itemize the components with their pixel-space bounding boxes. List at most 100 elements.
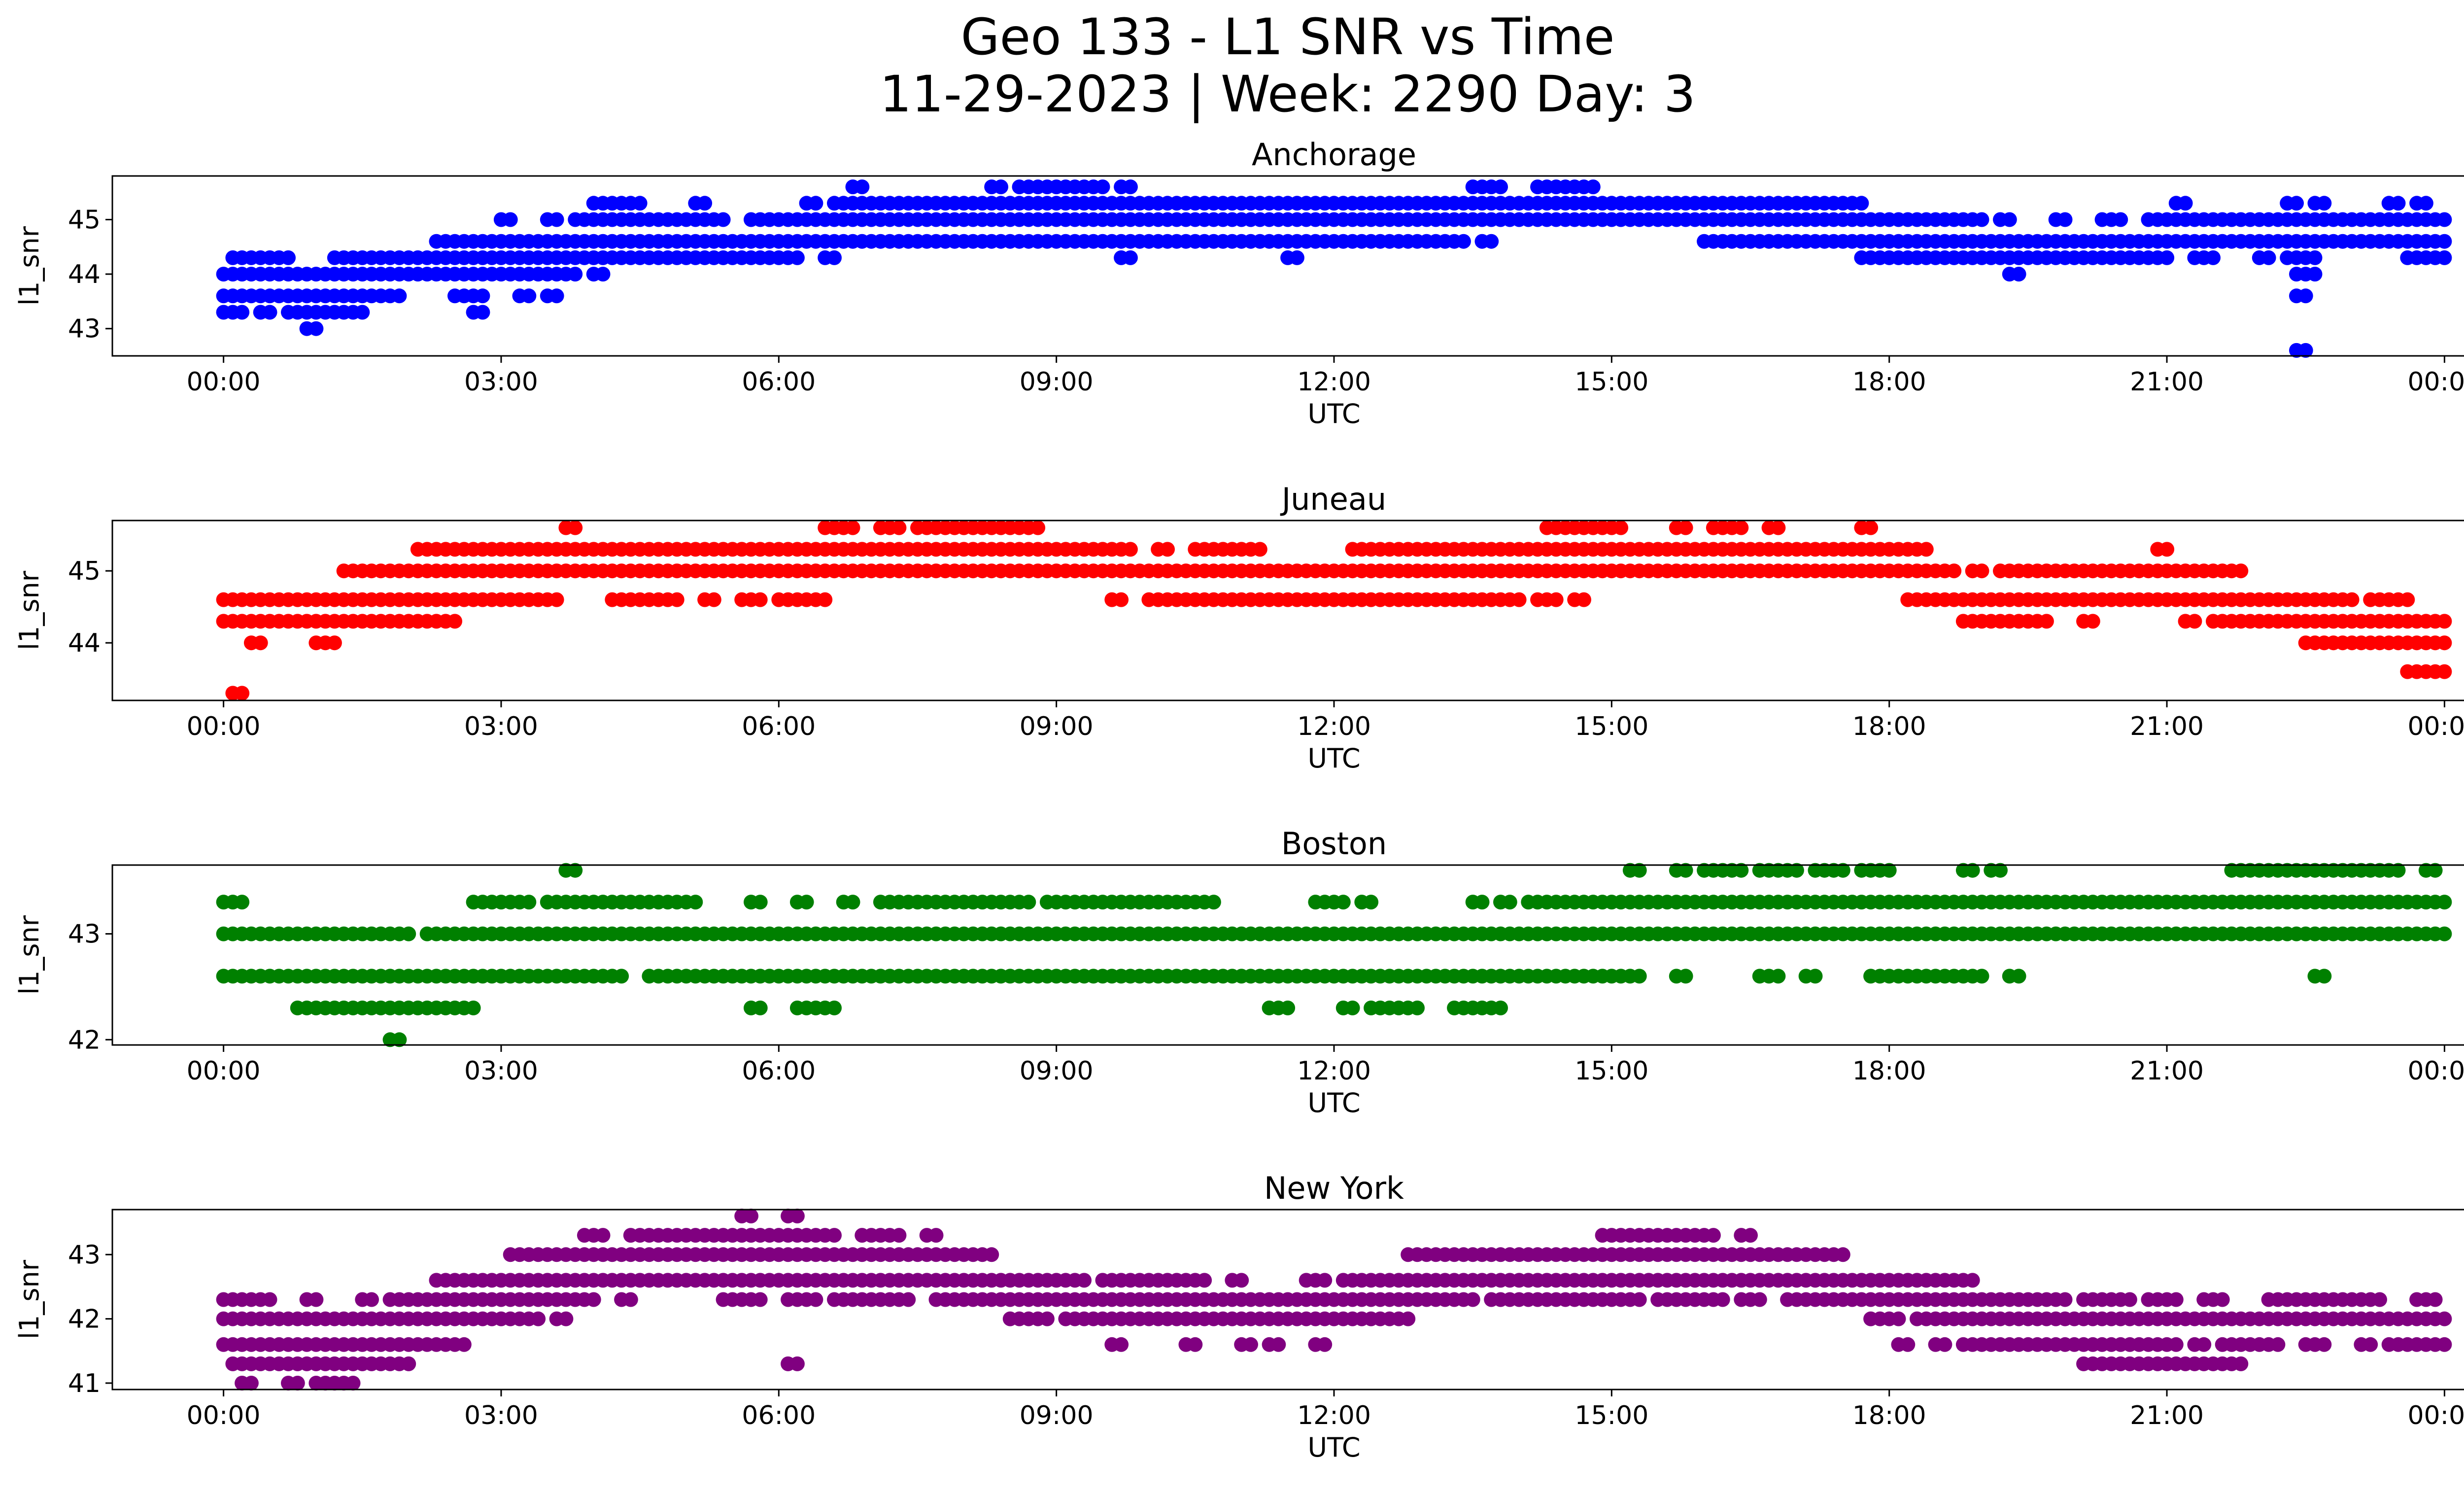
data-point <box>1364 895 1379 910</box>
x-tick-label: 21:00 <box>2130 1056 2204 1086</box>
data-point <box>2057 1292 2073 1307</box>
x-tick-label: 18:00 <box>1852 1401 1926 1430</box>
data-point <box>1465 1292 1480 1307</box>
data-point <box>1789 863 1804 878</box>
data-point <box>2437 635 2452 651</box>
y-axis-label: l1_snr <box>14 570 45 650</box>
data-point <box>2011 969 2026 984</box>
data-point <box>345 1376 361 1391</box>
data-point <box>1715 1292 1730 1307</box>
data-point <box>827 1000 842 1015</box>
y-tick-label: 43 <box>68 314 101 344</box>
data-point <box>789 1356 805 1371</box>
data-point <box>2085 614 2100 629</box>
data-point <box>595 267 611 282</box>
data-point <box>891 1228 907 1243</box>
data-point <box>327 635 342 651</box>
y-tick-label: 45 <box>68 556 101 586</box>
data-point <box>1410 1000 1425 1015</box>
data-point <box>466 1000 481 1015</box>
data-point <box>364 1292 379 1307</box>
x-tick-label: 06:00 <box>742 1401 816 1430</box>
x-tick-label: 18:00 <box>1852 367 1926 397</box>
y-axis-label: l1_snr <box>14 915 45 995</box>
data-point <box>392 288 407 304</box>
data-point <box>521 288 537 304</box>
data-point <box>1678 863 1693 878</box>
data-point <box>549 288 564 304</box>
y-axis-label: l1_snr <box>14 1259 45 1339</box>
x-tick-label: 15:00 <box>1574 712 1648 741</box>
plot-frame <box>111 864 2464 1046</box>
data-point <box>1835 863 1850 878</box>
data-point <box>614 969 629 984</box>
x-tick-label: 12:00 <box>1297 1401 1371 1430</box>
y-tick-label: 44 <box>68 628 101 658</box>
data-point <box>818 592 833 607</box>
x-axis-label: UTC <box>1307 743 1360 774</box>
data-point <box>1114 592 1129 607</box>
data-point <box>568 520 583 535</box>
data-point <box>1077 1273 1092 1288</box>
data-point <box>1613 520 1629 535</box>
data-point <box>1123 542 1138 557</box>
data-point <box>2437 1311 2452 1326</box>
data-point <box>632 196 648 211</box>
data-point <box>2428 1292 2443 1307</box>
x-tick-label: 18:00 <box>1852 712 1926 741</box>
data-point <box>1771 969 1786 984</box>
x-tick-label: 15:00 <box>1574 1056 1648 1086</box>
data-point <box>706 592 721 607</box>
data-point <box>447 614 462 629</box>
subplot-juneau: Juneau 00:00 03:00 06:00 09:00 12:00 15:00 18:0… <box>14 481 2464 774</box>
data-point <box>2196 1337 2212 1352</box>
data-point <box>1863 520 1879 535</box>
subplot-boston: Boston 00:00 03:00 06:00 09:00 12:00 15:00 18:0… <box>14 826 2464 1118</box>
x-tick-label: 09:00 <box>1020 367 1094 397</box>
x-axis-label: UTC <box>1307 398 1360 429</box>
data-point <box>2233 563 2249 579</box>
data-point <box>2168 1337 2184 1352</box>
x-tick-label: 09:00 <box>1020 1401 1094 1430</box>
data-point <box>2178 196 2193 211</box>
data-point <box>1965 863 1980 878</box>
data-point <box>2437 250 2452 265</box>
data-point <box>901 1292 916 1307</box>
data-point <box>688 895 703 910</box>
data-point <box>2057 212 2073 227</box>
x-tick-label: 00:00 <box>187 1401 261 1430</box>
y-tick-label: 42 <box>68 1305 101 1334</box>
data-point <box>799 895 814 910</box>
data-point <box>827 250 842 265</box>
data-point <box>753 1000 768 1015</box>
data-point <box>2187 614 2202 629</box>
x-tick-label: 15:00 <box>1574 1401 1648 1430</box>
data-point <box>262 305 277 320</box>
data-point <box>993 179 1008 195</box>
data-point <box>1345 1000 1360 1015</box>
data-point <box>308 1292 324 1307</box>
data-point <box>623 1292 638 1307</box>
data-point <box>2233 1356 2249 1371</box>
data-point <box>2159 250 2175 265</box>
x-tick-label: 03:00 <box>464 367 538 397</box>
subplot-new-york: New York 00:00 03:00 06:00 09:00 12:00 15:00 18… <box>14 1170 2464 1463</box>
x-tick-label: 00:00 <box>2407 712 2464 741</box>
data-point <box>262 1292 277 1307</box>
x-tick-label: 03:00 <box>464 1401 538 1430</box>
data-point <box>2391 863 2406 878</box>
data-point <box>1743 1228 1758 1243</box>
data-point <box>475 288 490 304</box>
data-point <box>253 635 268 651</box>
x-tick-label: 00:00 <box>2407 1056 2464 1086</box>
data-point <box>1317 1273 1333 1288</box>
data-point <box>2428 863 2443 878</box>
data-point <box>2372 1292 2387 1307</box>
data-point <box>1937 1337 1952 1352</box>
data-point <box>2400 592 2415 607</box>
x-tick-label: 06:00 <box>742 712 816 741</box>
data-point <box>744 1209 758 1223</box>
data-point <box>1484 234 1499 249</box>
data-point <box>456 1337 472 1352</box>
data-point <box>1752 1292 1767 1307</box>
